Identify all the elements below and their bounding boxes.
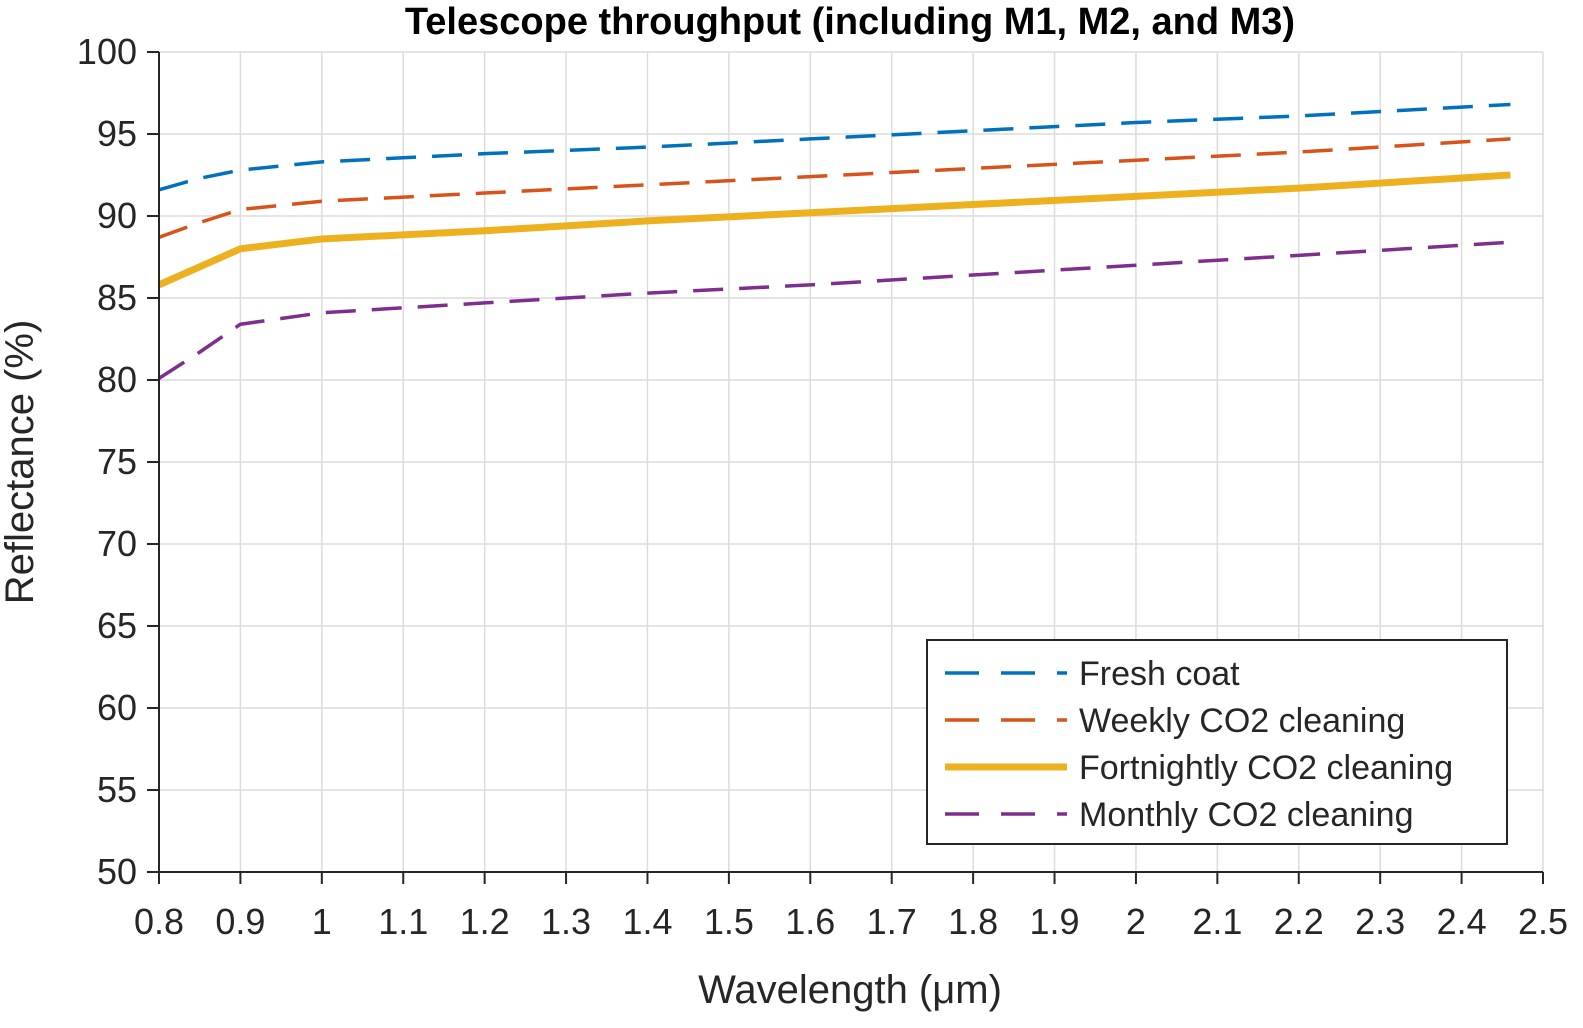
y-tick-label: 85 <box>97 277 137 318</box>
chart-title: Telescope throughput (including M1, M2, … <box>405 1 1295 43</box>
y-tick-label: 50 <box>97 851 137 892</box>
ticks-layer: 0.8 0.9 1 1.1 1.2 1.3 1.4 1.5 1.6 1.7 1.8 1.9 2 2.1 2.… <box>77 31 1568 942</box>
x-tick-label: 2.4 <box>1437 901 1487 942</box>
x-tick-label: 0.8 <box>134 901 184 942</box>
y-tick-label: 90 <box>97 195 137 236</box>
y-axis-label: Reflectance (%) <box>0 320 42 605</box>
x-tick-label: 2.5 <box>1518 901 1568 942</box>
y-tick-label: 95 <box>97 113 137 154</box>
x-axis-label: Wavelength (μm) <box>698 968 1002 1012</box>
series-line-2 <box>158 137 1511 239</box>
x-tick-label: 1.1 <box>378 901 428 942</box>
series-line-4 <box>158 240 1511 380</box>
legend-label-4: Monthly CO2 cleaning <box>1079 796 1414 834</box>
x-tick-label: 1.6 <box>785 901 835 942</box>
y-tick-label: 75 <box>97 441 137 482</box>
y-tick-label: 55 <box>97 769 137 810</box>
x-tick-label: 1.9 <box>1030 901 1080 942</box>
x-tick-label: 1.2 <box>460 901 510 942</box>
legend-label-1: Fresh coat <box>1079 655 1240 693</box>
series-line-1 <box>158 102 1511 192</box>
x-tick-label: 2.1 <box>1192 901 1242 942</box>
legend-label-2: Weekly CO2 cleaning <box>1079 702 1405 740</box>
y-tick-label: 60 <box>97 687 137 728</box>
x-tick-label: 1.5 <box>704 901 754 942</box>
legend-label-3: Fortnightly CO2 cleaning <box>1079 749 1453 787</box>
y-tick-label: 80 <box>97 359 137 400</box>
x-tick-label: 1.8 <box>948 901 998 942</box>
x-tick-label: 0.9 <box>215 901 265 942</box>
y-tick-label: 70 <box>97 523 137 564</box>
y-tick-label: 65 <box>97 605 137 646</box>
legend: Fresh coat Weekly CO2 cleaning Fortnightly… <box>926 639 1508 845</box>
x-tick-label: 2.2 <box>1274 901 1324 942</box>
x-tick-label: 2.3 <box>1355 901 1405 942</box>
series-layer <box>157 102 1511 380</box>
x-tick-label: 1.7 <box>867 901 917 942</box>
x-tick-label: 1.4 <box>622 901 672 942</box>
x-tick-label: 1 <box>312 901 332 942</box>
x-tick-label: 2 <box>1126 901 1146 942</box>
x-tick-label: 1.3 <box>541 901 591 942</box>
series-line-3 <box>157 171 1511 289</box>
y-tick-label: 100 <box>77 31 137 72</box>
